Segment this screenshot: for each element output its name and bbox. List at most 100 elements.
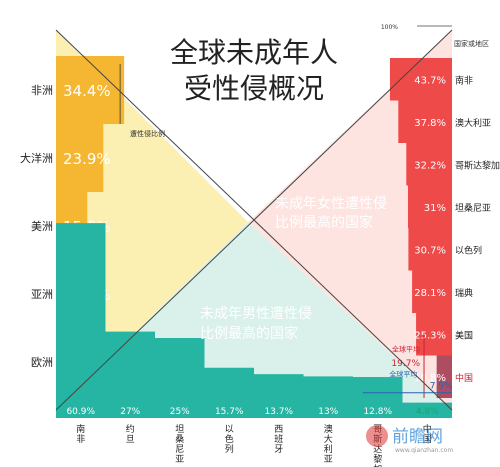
male-country-char: 旦 [126,434,135,445]
male-value: 27% [120,407,140,417]
female-value: 25.3% [414,330,446,341]
male-country-char: 南 [76,423,85,435]
male-country-char: 坦 [175,424,184,435]
diagonal-line [55,29,453,411]
female-value: 32.2% [414,160,446,171]
male-country-char: 列 [225,443,234,455]
male-bar [105,331,155,418]
male-country: 澳大利亚 [324,423,333,465]
female-country: 以色列 [455,244,482,256]
male-country-char: 亚 [324,454,333,465]
female-bar [416,313,452,356]
watermark-url: www.qianzhan.com [395,447,453,454]
male-value: 13% [318,407,338,417]
female-average-label: 全球平均 [392,344,420,353]
male-country: 坦桑尼亚 [175,424,184,465]
female-value: 31% [424,203,446,214]
male-average-label: 全球平均 [389,370,417,379]
title-line2: 受性侵概况 [184,72,324,105]
watermark-name: 前瞻网 [392,427,443,447]
female-value: 10.8% [414,373,446,384]
male-value: 60.9% [66,407,95,417]
female-bar [412,270,452,313]
female-chart-title-line2: 比例最高的国家 [275,214,373,231]
male-country-char: 亚 [175,454,184,465]
female-bar [436,355,452,398]
top-panel-bg [56,30,452,222]
male-country: 以色列 [225,425,234,455]
female-country: 美国 [455,329,473,341]
male-bar [56,223,106,418]
male-bar [303,376,353,418]
male-bar [204,367,254,418]
continent-bar [56,56,125,124]
female-country: 坦桑尼亚 [455,203,491,214]
male-bar [353,377,403,418]
male-country-char: 班 [274,433,283,445]
male-average-value: 7.9% [430,382,453,392]
male-country-char: 以 [225,425,234,435]
male-chart: 60.9%南非27%约旦25%坦桑尼亚15.7%以色列13.7%西班牙13%澳大… [56,223,453,467]
male-country-char: 大 [324,433,333,445]
male-bar [402,402,452,418]
continent-label: 美洲 [31,220,53,233]
male-country: 南非 [76,423,85,445]
male-bar [155,338,205,418]
watermark-logo-icon [366,425,388,447]
male-country-char: 黎 [373,453,382,465]
male-country-char: 达 [373,443,382,455]
male-country-char: 尼 [175,444,184,455]
female-value: 30.7% [414,245,446,256]
female-bar [398,100,452,143]
female-country: 澳大利亚 [455,117,491,129]
male-country-char: 约 [126,423,135,435]
male-value: 15.7% [215,407,244,417]
male-country-char: 加 [373,464,382,467]
female-header-label: 国家或地区 [454,39,489,48]
male-country-char: 中 [423,423,432,435]
female-chart-title-line1: 未成年女性遭性侵 [275,195,387,212]
male-value: 13.7% [264,407,293,417]
male-country: 约旦 [126,423,135,445]
female-value: 43.7% [414,75,446,86]
male-country-char: 色 [225,433,234,445]
watermark: 前瞻网 www.qianzhan.com [366,425,453,454]
female-average-value: 19.7% [391,359,420,369]
continent-value: 23.9% [63,150,111,168]
male-value: 12.8% [363,407,392,417]
continent-bar [56,124,104,192]
male-country-char: 澳 [324,423,333,435]
female-bar [407,185,452,228]
continent-label: 亚洲 [31,288,53,301]
female-chart: 43.7% 南非 37.8% 澳大利亚 32.2% 哥斯达黎加 31% 坦桑尼亚 30.7% 以色… [389,25,500,398]
male-country-char: 牙 [274,444,283,455]
female-country: 哥斯达黎加 [455,159,500,171]
title-line1: 全球未成年人 [170,36,338,69]
continent-label: 非洲 [31,84,53,97]
male-country-char: 桑 [175,434,184,445]
male-bar [254,374,304,418]
male-country: 中国 [423,423,432,445]
male-value: 25% [170,407,190,417]
male-chart-title-line2: 比例最高的国家 [200,325,298,342]
continent-series-label: 遭性侵比例 [130,129,165,138]
male-country-char: 西 [274,424,283,435]
continent-value: 34.4% [63,82,111,100]
male-value: 4.8% [416,407,439,417]
male-country-char: 利 [324,443,333,455]
male-country-char: 国 [423,434,432,445]
male-country-char: 非 [76,433,85,445]
male-country: 西班牙 [274,424,283,455]
continent-label: 欧洲 [31,356,53,369]
female-country: 中国 [455,372,473,384]
male-chart-title-line1: 未成年男性遭性侵 [200,305,312,322]
female-country: 瑞典 [455,287,473,299]
continent-label: 大洋洲 [20,151,53,165]
female-axis-top-label: 100% [381,24,398,31]
female-country: 南非 [455,74,473,86]
female-value: 28.1% [414,288,446,299]
female-bar [406,143,452,186]
female-bar [408,228,452,271]
female-value: 37.8% [414,118,446,129]
